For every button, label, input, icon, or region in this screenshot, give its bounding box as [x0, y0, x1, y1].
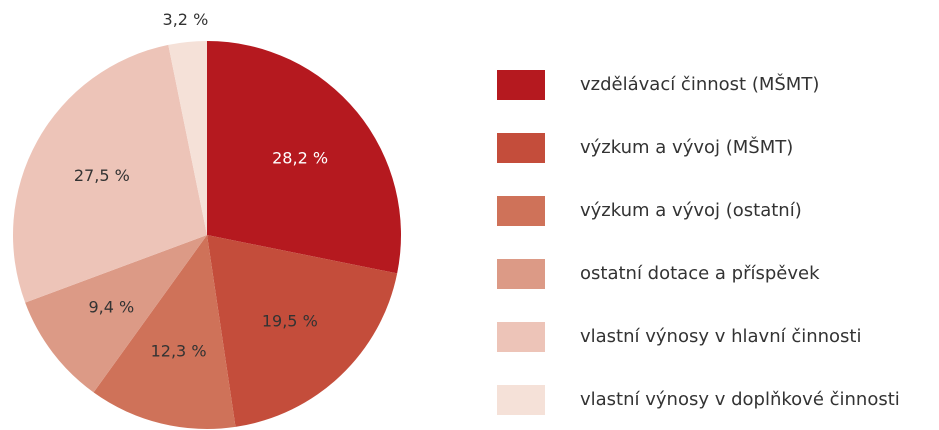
data-label: 19,5 % [262, 312, 318, 331]
pie-slice [25, 235, 207, 393]
data-label: 27,5 % [74, 166, 130, 185]
pie-slice [207, 41, 401, 274]
legend-swatch [497, 70, 545, 100]
pie-slice [12, 44, 207, 303]
legend-label: výzkum a vývoj (MŠMT) [580, 136, 793, 158]
pie-slice [93, 235, 236, 429]
legend-swatch [497, 133, 545, 163]
legend-swatch [497, 196, 545, 226]
legend-label: ostatní dotace a příspěvek [580, 263, 820, 284]
legend-label: vzdělávací činnost (MŠMT) [580, 73, 819, 95]
legend-swatch [497, 259, 545, 289]
pie-slice [168, 41, 207, 235]
data-label: 9,4 % [88, 297, 134, 316]
data-label: 28,2 % [272, 148, 328, 167]
legend-label: výzkum a vývoj (ostatní) [580, 200, 802, 221]
data-label: 12,3 % [151, 341, 207, 360]
data-label: 3,2 % [163, 10, 209, 29]
pie-slice [207, 235, 398, 427]
legend-swatch [497, 322, 545, 352]
legend-swatch [497, 385, 545, 415]
legend-label: vlastní výnosy v doplňkové činnosti [580, 389, 900, 410]
legend-label: vlastní výnosy v hlavní činnosti [580, 326, 862, 347]
